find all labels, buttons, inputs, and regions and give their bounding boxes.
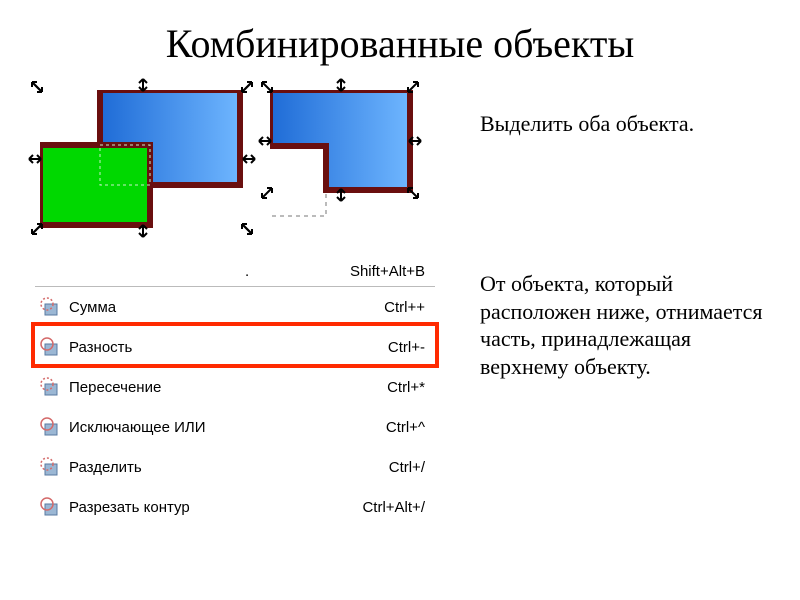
selection-handle[interactable] xyxy=(334,78,348,92)
slide-title: Комбинированные объекты xyxy=(0,20,800,67)
figure-left-svg xyxy=(40,90,250,240)
menu-item-label: Исключающее ИЛИ xyxy=(65,419,386,436)
selection-handle[interactable] xyxy=(28,152,42,166)
selection-handle[interactable] xyxy=(242,152,256,166)
selection-handle[interactable] xyxy=(30,222,44,236)
shape-op-icon xyxy=(35,416,65,438)
selection-handle[interactable] xyxy=(260,80,274,94)
selection-handle[interactable] xyxy=(260,186,274,200)
menu-item-label: Пересечение xyxy=(65,379,387,396)
shape-op-icon xyxy=(35,336,65,358)
menu-item[interactable]: РазностьCtrl+- xyxy=(35,327,435,367)
menu-item-shortcut: Ctrl+* xyxy=(387,379,435,396)
selection-handle[interactable] xyxy=(408,134,422,148)
figure-right-svg xyxy=(270,90,430,230)
annotation-select-both: Выделить оба объекта. xyxy=(480,110,780,138)
selection-handle[interactable] xyxy=(258,134,272,148)
menu-item[interactable]: РазделитьCtrl+/ xyxy=(35,447,435,487)
selection-handle[interactable] xyxy=(334,188,348,202)
shape-op-icon xyxy=(35,456,65,478)
menu-item-label: Разделить xyxy=(65,459,389,476)
menu-item[interactable]: Разрезать контурCtrl+Alt+/ xyxy=(35,487,435,527)
shape-op-icon xyxy=(35,496,65,518)
selection-handle[interactable] xyxy=(30,80,44,94)
menu-item-label: Разность xyxy=(65,339,388,356)
selection-handle[interactable] xyxy=(240,222,254,236)
selection-handle[interactable] xyxy=(406,80,420,94)
menu-top-row: . Shift+Alt+B xyxy=(35,260,435,287)
menu-top-shortcut: Shift+Alt+B xyxy=(350,263,425,280)
annotation-subtract-explain: От объекта, который расположен ниже, отн… xyxy=(480,270,780,380)
shape-operations-menu: . Shift+Alt+B СуммаCtrl++РазностьCtrl+-П… xyxy=(35,260,435,527)
menu-item-shortcut: Ctrl++ xyxy=(384,299,435,316)
shape-op-icon xyxy=(35,376,65,398)
menu-item[interactable]: ПересечениеCtrl+* xyxy=(35,367,435,407)
menu-item-shortcut: Ctrl+^ xyxy=(386,419,435,436)
selection-handle[interactable] xyxy=(406,186,420,200)
menu-item[interactable]: Исключающее ИЛИCtrl+^ xyxy=(35,407,435,447)
figure-right xyxy=(270,90,430,230)
shape-op-icon xyxy=(35,296,65,318)
figure-left xyxy=(40,90,440,240)
menu-item-shortcut: Ctrl+Alt+/ xyxy=(362,499,435,516)
selection-handle[interactable] xyxy=(136,224,150,238)
selection-handle[interactable] xyxy=(240,80,254,94)
selection-handle[interactable] xyxy=(136,78,150,92)
menu-item-label: Сумма xyxy=(65,299,384,316)
menu-item-label: Разрезать контур xyxy=(65,499,362,516)
menu-item-shortcut: Ctrl+- xyxy=(388,339,435,356)
menu-item-shortcut: Ctrl+/ xyxy=(389,459,435,476)
menu-item[interactable]: СуммаCtrl++ xyxy=(35,287,435,327)
